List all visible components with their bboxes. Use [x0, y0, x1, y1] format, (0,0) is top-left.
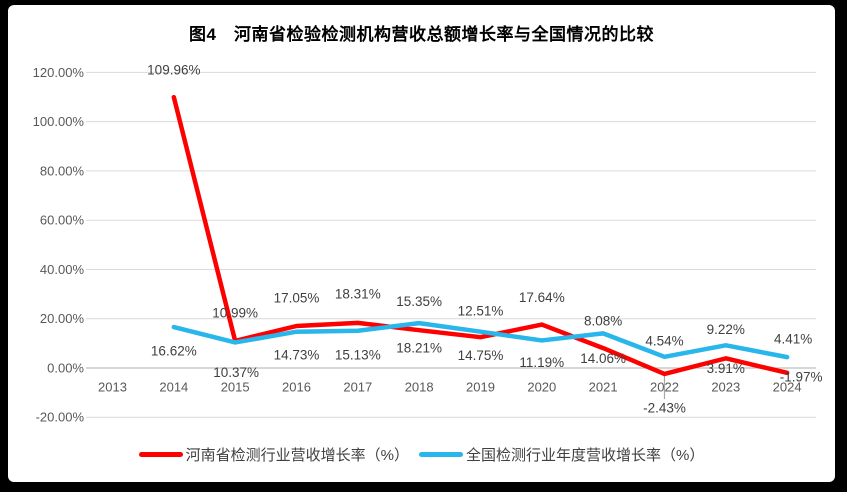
- data-label: 14.75%: [458, 348, 504, 363]
- legend-item-henan: 河南省检测行业营收增长率（%）: [138, 444, 409, 465]
- x-tick-label: 2017: [343, 379, 372, 394]
- y-tick-label: 100.00%: [33, 114, 85, 129]
- y-tick-label: 80.00%: [40, 163, 85, 178]
- x-tick-label: 2021: [589, 379, 618, 394]
- x-tick-label: 2016: [282, 379, 311, 394]
- x-tick-label: 2020: [527, 379, 556, 394]
- data-label: 3.91%: [707, 361, 745, 376]
- series-line-henan: [171, 94, 790, 377]
- data-label: 8.08%: [584, 314, 622, 329]
- x-tick-label: 2018: [405, 379, 434, 394]
- data-label: 14.73%: [274, 347, 320, 362]
- x-tick-label: 2014: [159, 379, 188, 394]
- x-tick-label: 2023: [711, 379, 740, 394]
- series-line-national: [171, 320, 790, 360]
- chart-title: 图4 河南省检验检测机构营收总额增长率与全国情况的比较: [189, 25, 654, 44]
- data-label: -1.97%: [780, 369, 823, 384]
- y-tick-label: 0.00%: [47, 360, 84, 375]
- data-label: 10.99%: [212, 305, 258, 320]
- y-tick-label: 20.00%: [40, 311, 85, 326]
- x-tick-label: 2024: [773, 379, 802, 394]
- data-label: 17.64%: [519, 290, 565, 305]
- y-tick-label: 40.00%: [40, 262, 85, 277]
- x-tick-label: 2019: [466, 379, 495, 394]
- y-tick-label: -20.00%: [36, 410, 85, 425]
- x-tick-label: 2015: [221, 379, 250, 394]
- data-label: 15.35%: [396, 294, 442, 309]
- legend-line-swatch-blue: [419, 452, 463, 457]
- data-label: 4.41%: [774, 332, 812, 347]
- data-label: 17.05%: [274, 291, 320, 306]
- data-label: -2.43%: [643, 401, 686, 416]
- data-label: 18.31%: [335, 286, 381, 301]
- data-label: 11.19%: [519, 355, 564, 370]
- data-label: 18.21%: [396, 341, 442, 356]
- legend-label-national: 全国检测行业年度营收增长率（%）: [466, 447, 705, 464]
- y-tick-label: 120.00%: [33, 65, 85, 80]
- chart-legend: 河南省检测行业营收增长率（%） 全国检测行业年度营收增长率（%）: [8, 444, 835, 465]
- data-label: 14.06%: [580, 351, 626, 366]
- legend-item-national: 全国检测行业年度营收增长率（%）: [419, 444, 704, 465]
- data-label: 15.13%: [335, 347, 381, 362]
- data-label: 16.62%: [151, 344, 197, 359]
- y-tick-label: 60.00%: [40, 213, 85, 228]
- data-label: 9.22%: [707, 322, 745, 337]
- data-label: 109.96%: [147, 63, 200, 78]
- data-label: 10.37%: [213, 365, 259, 380]
- legend-line-swatch-red: [138, 452, 183, 457]
- data-label: 12.51%: [458, 304, 504, 319]
- x-tick-label: 2013: [98, 379, 127, 394]
- legend-label-henan: 河南省检测行业营收增长率（%）: [185, 447, 409, 464]
- data-label: 4.54%: [645, 333, 683, 348]
- chart-card: [8, 5, 835, 482]
